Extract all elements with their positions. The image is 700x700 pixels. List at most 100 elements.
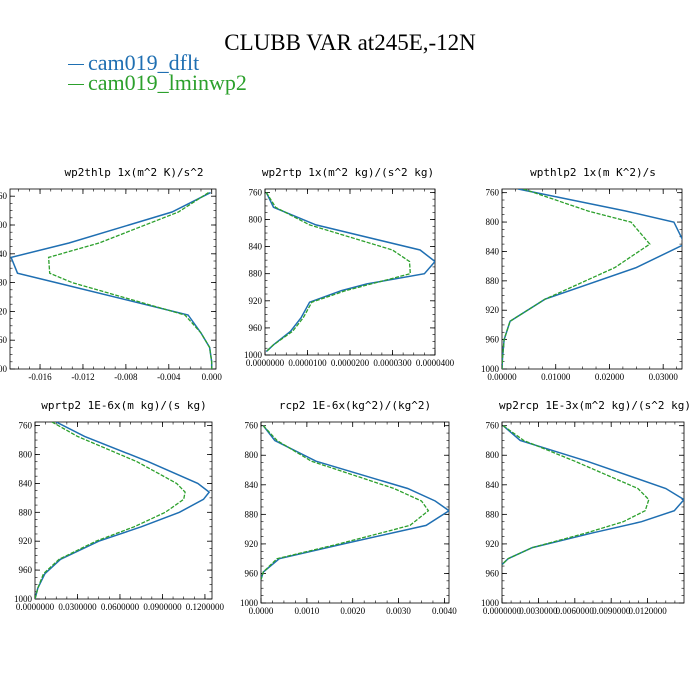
x-tick-label: 0.02000: [595, 372, 625, 382]
plot-frame: [260, 421, 450, 604]
x-tick-label: -0.012: [71, 372, 94, 382]
plot-frame: [9, 188, 217, 370]
y-tick-label: 920: [486, 539, 500, 549]
x-tick-label: 0.0000000: [483, 606, 522, 616]
x-tick-label: 0.000: [202, 372, 223, 382]
y-tick-label: 1000: [14, 594, 33, 604]
x-tick-label: 0.0000000: [246, 358, 285, 368]
series-line-lminwp2: [47, 192, 213, 369]
series-line-dflt: [35, 422, 211, 599]
x-tick-label: -0.004: [157, 372, 181, 382]
x-tick-label: 0.0010: [294, 606, 319, 616]
y-tick-label: 800: [245, 450, 259, 460]
panel-title-wprtp2: wprtp2 1E-6x(m kg)/(s kg): [41, 399, 207, 412]
y-tick-label: 840: [19, 478, 33, 488]
y-tick-label: 880: [0, 278, 8, 288]
legend-entry-lminwp2: cam019_lminwp2: [68, 72, 247, 94]
x-tick-label: 0.0120000: [628, 606, 667, 616]
x-tick-label: 0.0000200: [331, 358, 370, 368]
legend-entry-dflt: cam019_dflt: [68, 52, 199, 74]
y-tick-label: 800: [19, 450, 33, 460]
x-tick-label: 0.0090000: [592, 606, 631, 616]
series-line-dflt: [265, 192, 435, 353]
y-tick-label: 920: [245, 539, 259, 549]
series-line-lminwp2: [261, 425, 430, 580]
plot-frame: [34, 421, 213, 600]
y-tick-label: 1000: [244, 350, 263, 360]
x-tick-label: 0.0040: [432, 606, 457, 616]
y-tick-label: 840: [0, 249, 8, 259]
y-tick-label: 760: [486, 421, 500, 431]
x-tick-label: 0.0060000: [556, 606, 595, 616]
legend-label-dflt: cam019_dflt: [88, 50, 200, 75]
y-tick-label: 880: [486, 509, 500, 519]
y-tick-label: 760: [245, 421, 259, 431]
y-tick-label: 800: [249, 214, 263, 224]
y-tick-label: 960: [19, 565, 33, 575]
series-line-lminwp2: [265, 192, 411, 353]
y-tick-label: 760: [0, 191, 8, 201]
x-tick-label: -0.016: [28, 372, 52, 382]
y-tick-label: 840: [245, 480, 259, 490]
y-tick-label: 760: [249, 187, 263, 197]
y-tick-label: 960: [245, 568, 259, 578]
y-tick-label: 920: [0, 306, 8, 316]
y-tick-label: 1000: [0, 364, 8, 374]
y-tick-label: 800: [486, 450, 500, 460]
x-tick-label: 0.0000000: [16, 602, 55, 612]
y-tick-label: 840: [249, 242, 263, 252]
y-tick-label: 920: [486, 305, 500, 315]
y-tick-label: 880: [249, 269, 263, 279]
series-line-dflt: [10, 191, 213, 369]
x-tick-label: 0.03000: [649, 372, 679, 382]
series-line-dflt: [261, 425, 449, 580]
y-tick-label: 880: [486, 276, 500, 286]
legend-label-lminwp2: cam019_lminwp2: [88, 70, 247, 95]
x-tick-label: 0.0030: [386, 606, 411, 616]
y-tick-label: 760: [19, 421, 33, 431]
x-tick-label: 0.0000400: [416, 358, 455, 368]
y-tick-label: 1000: [240, 598, 259, 608]
plot-frame: [501, 188, 683, 370]
series-line-dflt: [502, 189, 682, 369]
y-tick-label: 800: [486, 217, 500, 227]
x-tick-label: 0.0600000: [101, 602, 140, 612]
panel-title-wpthlp2: wpthlp2 1x(m K^2)/s: [530, 166, 656, 179]
y-tick-label: 840: [486, 480, 500, 490]
plot-frame: [501, 421, 685, 604]
x-tick-label: 0.01000: [541, 372, 571, 382]
panel-title-rcp2: rcp2 1E-6x(kg^2)/(kg^2): [278, 399, 432, 412]
legend-line-dflt: [68, 64, 84, 66]
x-tick-label: 0.0000300: [373, 358, 412, 368]
y-tick-label: 800: [0, 220, 8, 230]
y-tick-label: 1000: [481, 598, 500, 608]
y-tick-label: 960: [486, 568, 500, 578]
x-tick-label: 0.0900000: [143, 602, 182, 612]
x-tick-label: 0.1200000: [186, 602, 225, 612]
panel-title-wp2thlp: wp2thlp 1x(m^2 K)/s^2: [64, 166, 204, 179]
y-tick-label: 960: [486, 335, 500, 345]
y-tick-label: 960: [249, 323, 263, 333]
y-tick-label: 880: [245, 509, 259, 519]
y-tick-label: 920: [19, 536, 33, 546]
x-tick-label: 0.0300000: [58, 602, 97, 612]
series-line-lminwp2: [35, 422, 186, 599]
y-tick-label: 880: [19, 507, 33, 517]
x-tick-label: -0.008: [114, 372, 138, 382]
panel-title-wp2rtp: wp2rtp 1x(m^2 kg)/(s^2 kg): [261, 166, 435, 179]
y-tick-label: 840: [486, 246, 500, 256]
y-tick-label: 920: [249, 296, 263, 306]
x-tick-label: 0.00000: [487, 372, 517, 382]
series-line-lminwp2: [502, 425, 650, 566]
x-tick-label: 0.0000100: [288, 358, 327, 368]
y-tick-label: 1000: [481, 364, 500, 374]
y-tick-label: 760: [486, 188, 500, 198]
y-tick-label: 960: [0, 335, 8, 345]
series-line-lminwp2: [502, 189, 651, 369]
figure-title: CLUBB VAR at245E,-12N: [224, 30, 476, 55]
panel-title-wp2rcp: wp2rcp 1E-3x(m^2 kg)/(s^2 kg): [498, 399, 692, 412]
x-tick-label: 0.0030000: [519, 606, 558, 616]
x-tick-label: 0.0000: [249, 606, 274, 616]
legend-line-lminwp2: [68, 84, 84, 86]
